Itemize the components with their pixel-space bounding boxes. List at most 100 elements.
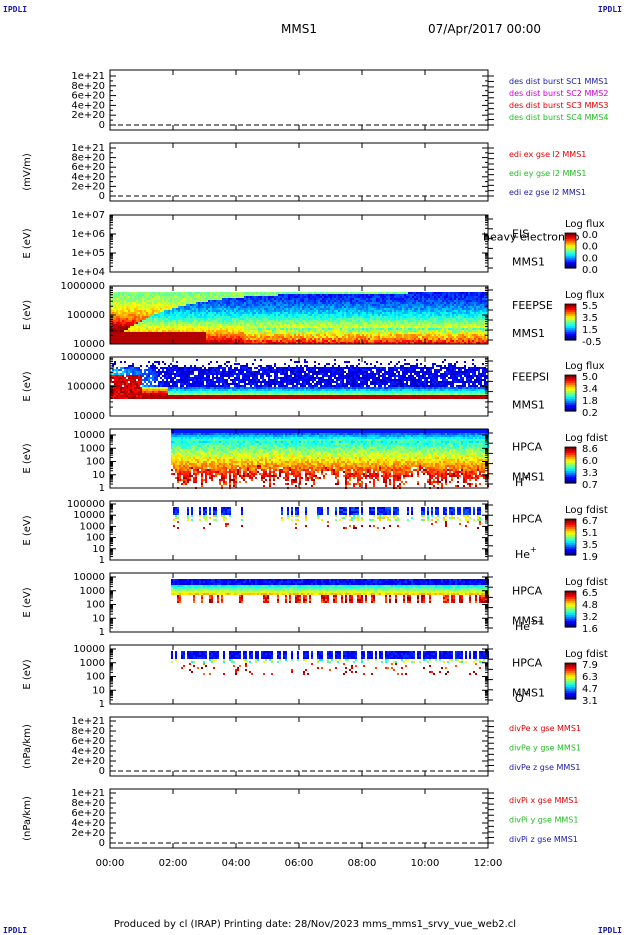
species-charge-hpca-h: + — [523, 473, 530, 482]
ytick-label-edi: 0 — [99, 191, 105, 202]
ytick-label-hpca-o: 10000 — [73, 644, 105, 655]
species-label-hpca-he1: He+ — [515, 545, 537, 561]
colorbar-tick-feepse-2: 1.5 — [582, 325, 598, 336]
legend-des-dist-0: des dist burst SC1 MMS1 — [509, 77, 608, 86]
colorbar-tick-eis-3: 0.0 — [582, 265, 598, 276]
colorbar-tick-feepse-3: -0.5 — [582, 337, 602, 348]
colorbar-title-feepsi: Log flux — [565, 361, 605, 372]
instrument-label-feepsi-0: FEEPSI — [512, 371, 549, 384]
instrument-label-feepse-0: FEEPSE — [512, 299, 553, 312]
ylabel-hpca-h: E (eV) — [22, 443, 33, 473]
colorbar-tick-eis-0: 0.0 — [582, 230, 598, 241]
xtick-label-0: 00:00 — [96, 858, 125, 869]
colorbar-tick-hpca-he1-1: 5.1 — [582, 528, 598, 539]
instrument-label-hpca-h-0: HPCA — [512, 441, 543, 454]
colorbar-title-feepse: Log flux — [565, 290, 605, 301]
ytick-label-hpca-he1: 1 — [99, 555, 105, 566]
ytick-label-eis: 1e+07 — [71, 210, 105, 221]
colorbar-tick-feepsi-3: 0.2 — [582, 408, 598, 419]
legend-divpi-1: divPi y gse MMS1 — [509, 816, 578, 825]
ytick-label-hpca-he2: 1 — [99, 627, 105, 638]
species-charge-hpca-he2: ++ — [530, 617, 543, 626]
ytick-label-eis: 1e+04 — [71, 267, 105, 278]
colorbar-tick-hpca-o-0: 7.9 — [582, 660, 598, 671]
ytick-label-hpca-he2: 10000 — [73, 572, 105, 583]
legend-des-dist-2: des dist burst SC3 MMS3 — [509, 101, 608, 110]
ytick-label-hpca-he1: 100 — [86, 533, 105, 544]
colorbar-tick-hpca-h-0: 8.6 — [582, 444, 598, 455]
colorbar-tick-hpca-he1-2: 3.5 — [582, 540, 598, 551]
ytick-label-hpca-he1: 10000 — [73, 510, 105, 521]
ytick-label-eis: 1e+05 — [71, 248, 105, 259]
panel-frame-eis — [110, 215, 488, 272]
ytick-label-feepsi: 1000000 — [60, 352, 105, 363]
xtick-label-1: 02:00 — [159, 858, 188, 869]
legend-divpe-1: divPe y gse MMS1 — [509, 744, 581, 753]
ytick-label-hpca-o: 1000 — [80, 658, 105, 669]
colorbar-title-hpca-o: Log fdist — [565, 649, 608, 660]
ylabel-divpe: (nPa/km) — [22, 724, 33, 769]
colorbar-tick-hpca-he1-0: 6.7 — [582, 516, 598, 527]
legend-edi-1: edi ey gse l2 MMS1 — [509, 169, 587, 178]
colorbar-tick-eis-2: 0.0 — [582, 253, 598, 264]
colorbar-title-hpca-he2: Log fdist — [565, 577, 608, 588]
panel-frame-divpe — [110, 717, 488, 776]
xtick-label-2: 04:00 — [222, 858, 251, 869]
species-label-hpca-h: H+ — [515, 473, 530, 489]
panel-frame-edi — [110, 143, 488, 201]
ytick-label-feepse: 1000000 — [60, 281, 105, 292]
colorbar-tick-feepsi-0: 5.0 — [582, 372, 598, 383]
species-label-hpca-he2: He++ — [515, 617, 543, 633]
species-charge-hpca-he1: + — [530, 545, 537, 554]
ytick-label-hpca-he2: 1000 — [80, 586, 105, 597]
colorbar-tick-hpca-o-3: 3.1 — [582, 696, 598, 707]
colorbar-tick-feepse-1: 3.5 — [582, 313, 598, 324]
spectrogram-hpca-h — [171, 429, 489, 489]
spectrogram-hpca-he2 — [171, 579, 489, 603]
instrument-label-feepsi-1: MMS1 — [512, 399, 545, 412]
ytick-label-divpe: 0 — [99, 766, 105, 777]
ylabel-feepse: E (eV) — [22, 300, 33, 330]
ytick-label-divpi: 0 — [99, 838, 105, 849]
ytick-label-hpca-h: 1000 — [80, 443, 105, 454]
spectrogram-hpca-o — [171, 651, 489, 675]
ylabel-edi: (mV/m) — [22, 153, 33, 191]
ytick-label-hpca-he1: 10 — [92, 544, 105, 555]
ytick-label-hpca-h: 10 — [92, 470, 105, 481]
colorbar-tick-hpca-he2-1: 4.8 — [582, 600, 598, 611]
ytick-label-hpca-he2: 10 — [92, 613, 105, 624]
xtick-label-4: 08:00 — [348, 858, 377, 869]
colorbar-tick-hpca-he2-0: 6.5 — [582, 588, 598, 599]
ytick-label-eis: 1e+06 — [71, 229, 105, 240]
ytick-label-hpca-o: 10 — [92, 685, 105, 696]
legend-divpi-2: divPi z gse MMS1 — [509, 835, 578, 844]
ytick-label-hpca-h: 100 — [86, 457, 105, 468]
colorbar-title-eis: Log flux — [565, 219, 605, 230]
colorbar-tick-hpca-he2-3: 1.6 — [582, 624, 598, 635]
ytick-label-hpca-o: 1 — [99, 699, 105, 710]
instrument-label-feepse-1: MMS1 — [512, 327, 545, 340]
instrument-label-hpca-o-0: HPCA — [512, 657, 543, 670]
ytick-label-hpca-o: 100 — [86, 672, 105, 683]
spectrogram-feepse — [110, 292, 488, 344]
instrument-label-hpca-he1-0: HPCA — [512, 513, 543, 526]
colorbar-tick-hpca-h-3: 0.7 — [582, 480, 598, 491]
colorbar-tick-hpca-o-2: 4.7 — [582, 684, 598, 695]
colorbar-tick-hpca-he2-2: 3.2 — [582, 612, 598, 623]
ytick-label-feepse: 100000 — [67, 310, 105, 321]
colorbar-tick-feepsi-2: 1.8 — [582, 396, 598, 407]
colorbar-tick-feepsi-1: 3.4 — [582, 384, 598, 395]
ylabel-hpca-he1: E (eV) — [22, 515, 33, 545]
species-label-hpca-o: O+ — [515, 689, 530, 705]
ytick-label-hpca-h: 1 — [99, 483, 105, 494]
spectrogram-feepsi — [110, 359, 488, 399]
colorbar-title-hpca-he1: Log fdist — [565, 505, 608, 516]
xtick-label-5: 10:00 — [411, 858, 440, 869]
legend-divpe-0: divPe x gse MMS1 — [509, 724, 581, 733]
ylabel-divpi: (nPa/km) — [22, 796, 33, 841]
colorbar-tick-feepse-0: 5.5 — [582, 301, 598, 312]
instrument-label-hpca-he2-0: HPCA — [512, 585, 543, 598]
ytick-label-des-dist: 0 — [99, 120, 105, 131]
ylabel-eis: E (eV) — [22, 228, 33, 258]
ytick-label-hpca-he1: 100000 — [67, 499, 105, 510]
